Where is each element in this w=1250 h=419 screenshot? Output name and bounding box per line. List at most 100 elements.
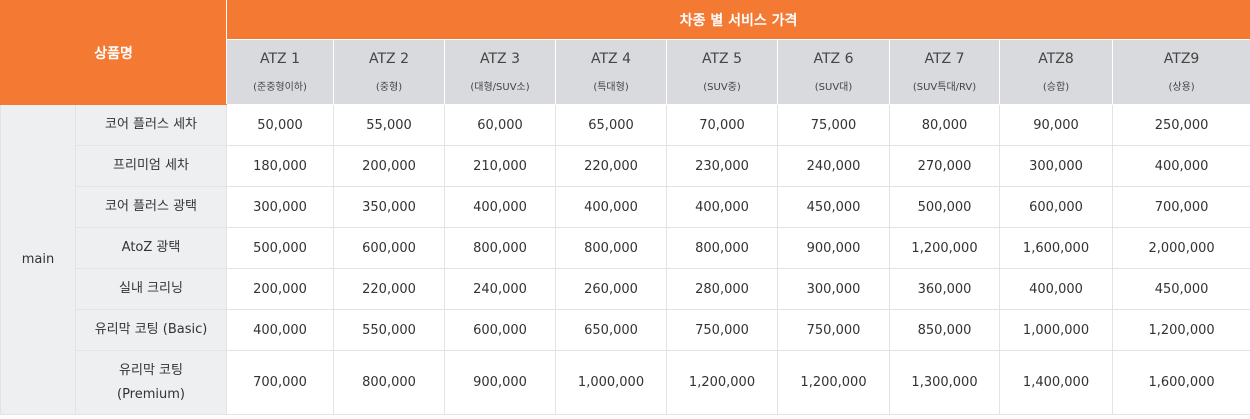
price-cell: 240,000 — [444, 268, 557, 310]
price-cell: 600,000 — [333, 227, 446, 269]
atz-column-subtitle: (준중형이하) — [253, 82, 307, 93]
price-cell: 230,000 — [666, 145, 779, 187]
price-cell: 400,000 — [226, 309, 335, 351]
price-cell: 75,000 — [777, 104, 891, 146]
category-cell: main — [0, 104, 76, 415]
price-cell: 1,600,000 — [1112, 350, 1250, 415]
table-row: 유리막 코팅 (Basic) 400,000 550,000 600,000 650,0… — [1, 309, 1250, 351]
atz-column-name: ATZ 4 — [591, 51, 632, 67]
price-cell: 200,000 — [226, 268, 335, 310]
price-cell: 400,000 — [999, 268, 1114, 310]
price-cell: 650,000 — [555, 309, 668, 351]
price-cell: 450,000 — [1112, 268, 1250, 310]
price-cell: 1,200,000 — [1112, 309, 1250, 351]
price-cell: 70,000 — [666, 104, 779, 146]
atz-column-subtitle: (중형) — [375, 82, 403, 93]
vehicle-type-price-header: 차종 별 서비스 가격 — [226, 0, 1250, 40]
product-name-cell: 실내 크리닝 — [74, 268, 228, 310]
price-cell: 700,000 — [226, 350, 335, 415]
price-cell: 1,600,000 — [999, 227, 1114, 269]
price-cell: 250,000 — [1112, 104, 1250, 146]
atz-column-name: ATZ 3 — [480, 51, 521, 67]
price-cell: 300,000 — [777, 268, 891, 310]
atz-column-subtitle: (SUV대) — [814, 82, 853, 93]
price-cell: 1,200,000 — [777, 350, 891, 415]
table-row: main 코어 플러스 세차 50,000 55,000 60,000 65,000 70,… — [0, 104, 1250, 415]
price-cell: 600,000 — [999, 186, 1114, 228]
price-cell: 450,000 — [777, 186, 891, 228]
atz-column-header: ATZ 3 (대형/SUV소) — [444, 39, 557, 105]
price-cell: 260,000 — [555, 268, 668, 310]
price-cell: 900,000 — [777, 227, 891, 269]
atz-column-header: ATZ 2 (중형) — [333, 39, 446, 105]
atz-column-name: ATZ 2 — [369, 51, 410, 67]
atz-column-header: ATZ 4 (특대형) — [555, 39, 668, 105]
atz-column-subtitle: (SUV특대/RV) — [912, 82, 977, 93]
price-cell: 300,000 — [999, 145, 1114, 187]
price-cell: 2,000,000 — [1112, 227, 1250, 269]
price-cell: 220,000 — [333, 268, 446, 310]
price-cell: 300,000 — [226, 186, 335, 228]
price-cell: 240,000 — [777, 145, 891, 187]
price-cell: 65,000 — [555, 104, 668, 146]
price-cell: 55,000 — [333, 104, 446, 146]
price-cell: 270,000 — [889, 145, 1001, 187]
price-cell: 800,000 — [555, 227, 668, 269]
price-cell: 600,000 — [444, 309, 557, 351]
price-cell: 1,300,000 — [889, 350, 1001, 415]
product-name-header: 상품명 — [0, 0, 228, 105]
price-cell: 80,000 — [889, 104, 1001, 146]
price-cell: 280,000 — [666, 268, 779, 310]
price-cell: 750,000 — [777, 309, 891, 351]
table-row: AtoZ 광택 500,000 600,000 800,000 800,000 800,0… — [1, 227, 1250, 269]
atz-column-subtitle: (승합) — [1042, 82, 1070, 93]
price-cell: 500,000 — [889, 186, 1001, 228]
price-cell: 350,000 — [333, 186, 446, 228]
table-row: 코어 플러스 광택 300,000 350,000 400,000 400,000 400… — [1, 186, 1250, 228]
product-name-cell: AtoZ 광택 — [74, 227, 228, 269]
price-cell: 180,000 — [226, 145, 335, 187]
atz-column-name: ATZ 5 — [702, 51, 743, 67]
atz-column-header: ATZ8 (승합) — [999, 39, 1114, 105]
price-cell: 360,000 — [889, 268, 1001, 310]
product-name-cell: 유리막 코팅 (Premium) — [74, 350, 228, 415]
price-cell: 750,000 — [666, 309, 779, 351]
atz-column-subtitle: (대형/SUV소) — [470, 82, 530, 93]
price-cell: 50,000 — [226, 104, 335, 146]
price-cell: 400,000 — [666, 186, 779, 228]
price-cell: 1,200,000 — [666, 350, 779, 415]
atz-column-header: ATZ 5 (SUV중) — [666, 39, 779, 105]
atz-column-name: ATZ 6 — [813, 51, 854, 67]
price-cell: 900,000 — [444, 350, 557, 415]
price-cell: 400,000 — [1112, 145, 1250, 187]
price-cell: 210,000 — [444, 145, 557, 187]
product-name-cell: 코어 플러스 세차 — [74, 104, 228, 146]
product-name-cell: 프리미엄 세차 — [74, 145, 228, 187]
atz-column-subtitle: (상용) — [1168, 82, 1195, 93]
price-cell: 220,000 — [555, 145, 668, 187]
price-cell: 1,200,000 — [889, 227, 1001, 269]
product-name-cell: 코어 플러스 광택 — [74, 186, 228, 228]
price-cell: 850,000 — [889, 309, 1001, 351]
atz-column-header: ATZ 6 (SUV대) — [777, 39, 891, 105]
price-cell: 550,000 — [333, 309, 446, 351]
price-cell: 500,000 — [226, 227, 335, 269]
atz-header-row: ATZ 1 (준중형이하) ATZ 2 (중형) ATZ 3 (대형/SUV소) ATZ 4… — [1, 39, 1250, 105]
price-cell: 1,400,000 — [999, 350, 1114, 415]
price-cell: 1,000,000 — [999, 309, 1114, 351]
atz-column-subtitle: (특대형) — [593, 82, 629, 93]
price-cell: 1,000,000 — [555, 350, 668, 415]
price-cell: 800,000 — [333, 350, 446, 415]
price-cell: 800,000 — [444, 227, 557, 269]
price-cell: 700,000 — [1112, 186, 1250, 228]
price-cell: 200,000 — [333, 145, 446, 187]
table-row: 실내 크리닝 200,000 220,000 240,000 260,000 280,00… — [1, 268, 1250, 310]
table-row: 프리미엄 세차 180,000 200,000 210,000 220,000 230,0… — [1, 145, 1250, 187]
price-cell: 400,000 — [555, 186, 668, 228]
atz-column-header: ATZ9 (상용) — [1112, 39, 1250, 105]
price-cell: 90,000 — [999, 104, 1114, 146]
atz-column-subtitle: (SUV중) — [703, 82, 741, 93]
atz-column-name: ATZ8 — [1038, 51, 1074, 67]
atz-column-name: ATZ 7 — [924, 51, 965, 67]
